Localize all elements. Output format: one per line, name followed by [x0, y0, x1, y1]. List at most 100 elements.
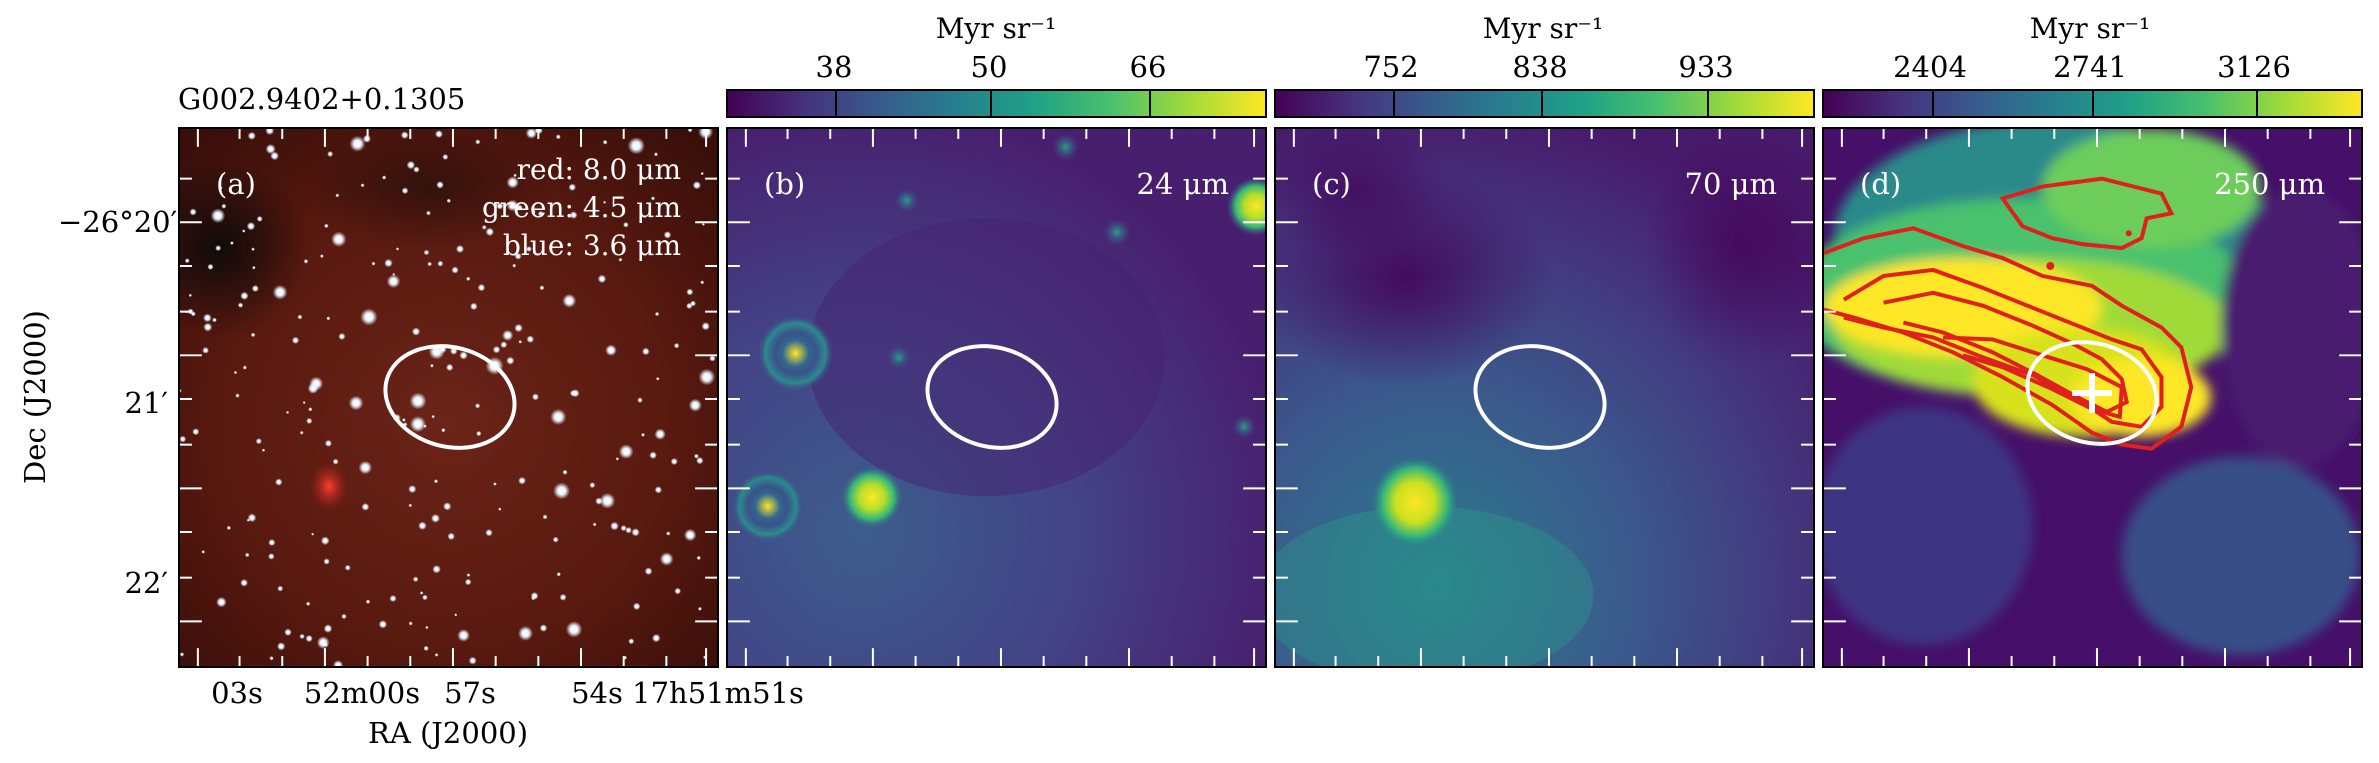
star: [422, 594, 428, 601]
star: [180, 389, 182, 393]
star: [323, 624, 333, 633]
star: [431, 414, 435, 419]
colorbar-tick-label: 752: [1363, 50, 1419, 84]
rgb-legend-red: red: 8.0 μm: [516, 153, 681, 186]
star: [553, 482, 570, 500]
x-tick-label: 17h51m51s: [632, 676, 804, 710]
star: [569, 211, 578, 219]
star: [408, 485, 417, 494]
panel-b-24um-image: (b) 24 μm: [726, 127, 1267, 668]
star: [477, 283, 486, 292]
star: [316, 636, 330, 649]
star: [433, 479, 439, 484]
star: [299, 430, 304, 435]
star: [386, 274, 401, 289]
source-aperture-ellipse: [2025, 340, 2159, 446]
panel-a-rgb-image: (a) red: 8.0 μm green: 4.5 μm blue: 3.6 …: [178, 127, 719, 668]
colorbar-b: [726, 89, 1267, 118]
star: [615, 457, 620, 461]
star: [526, 246, 532, 252]
star: [605, 344, 617, 357]
star: [307, 382, 319, 394]
star: [514, 252, 522, 260]
colorbar-tick-label: 2404: [1893, 50, 1967, 84]
star: [320, 536, 330, 546]
star: [442, 154, 449, 160]
star: [268, 538, 276, 547]
star: [559, 593, 567, 601]
star: [550, 408, 567, 425]
star: [265, 143, 276, 155]
star: [475, 139, 481, 145]
star: [400, 131, 409, 140]
star: [493, 482, 497, 486]
star: [207, 263, 214, 270]
star: [518, 625, 533, 641]
star: [361, 503, 370, 511]
star: [189, 208, 197, 216]
star: [299, 633, 305, 640]
star: [184, 310, 188, 314]
x-tick-label: 52m00s: [303, 676, 421, 710]
star: [654, 428, 666, 440]
rgb-legend: red: 8.0 μm green: 4.5 μm blue: 3.6 μm: [482, 151, 681, 265]
star: [237, 302, 244, 308]
star: [184, 258, 190, 264]
star: [512, 263, 517, 268]
star: [332, 458, 339, 465]
star: [686, 302, 693, 310]
star: [235, 393, 240, 398]
x-tick-label: 54s: [571, 676, 623, 710]
star: [423, 249, 430, 256]
star: [308, 407, 313, 412]
star: [692, 181, 702, 190]
y-tick-label: 22′: [124, 566, 169, 600]
star: [454, 613, 458, 617]
star: [654, 486, 663, 494]
star: [555, 134, 561, 140]
star: [625, 526, 632, 534]
y-tick-label: −26°20′: [58, 205, 178, 239]
star: [697, 606, 702, 611]
star: [338, 332, 346, 341]
wavelength-label: 24 μm: [1136, 167, 1229, 201]
star: [180, 435, 187, 443]
star: [698, 368, 716, 386]
star: [537, 210, 544, 217]
star: [251, 247, 255, 251]
star: [618, 444, 634, 459]
star: [435, 130, 443, 139]
star: [401, 418, 406, 422]
star: [506, 176, 519, 189]
colorbar-tick-label: 50: [970, 50, 1008, 84]
star: [203, 313, 212, 323]
rgb-legend-green: green: 4.5 μm: [482, 191, 681, 224]
source-aperture-ellipse: [1473, 344, 1607, 450]
star: [349, 135, 366, 152]
panel-label: (c): [1312, 167, 1351, 201]
star: [327, 151, 334, 157]
star: [323, 558, 330, 565]
star: [492, 345, 501, 354]
star: [268, 553, 275, 560]
star: [443, 502, 452, 511]
star: [269, 656, 274, 661]
star: [303, 259, 309, 264]
star: [464, 578, 472, 586]
star: [333, 660, 344, 666]
star: [244, 552, 250, 558]
star: [324, 223, 329, 229]
panel-label: (d): [1860, 167, 1902, 201]
star: [610, 521, 619, 531]
star: [297, 314, 303, 320]
star: [571, 389, 580, 398]
star: [481, 224, 487, 230]
wavelength-label: 70 μm: [1684, 167, 1777, 201]
star: [247, 513, 257, 523]
colorbar-tick-label: 933: [1678, 50, 1734, 84]
star: [378, 620, 388, 629]
star: [212, 317, 217, 323]
star: [247, 131, 256, 140]
star: [514, 323, 523, 333]
star: [395, 247, 400, 251]
